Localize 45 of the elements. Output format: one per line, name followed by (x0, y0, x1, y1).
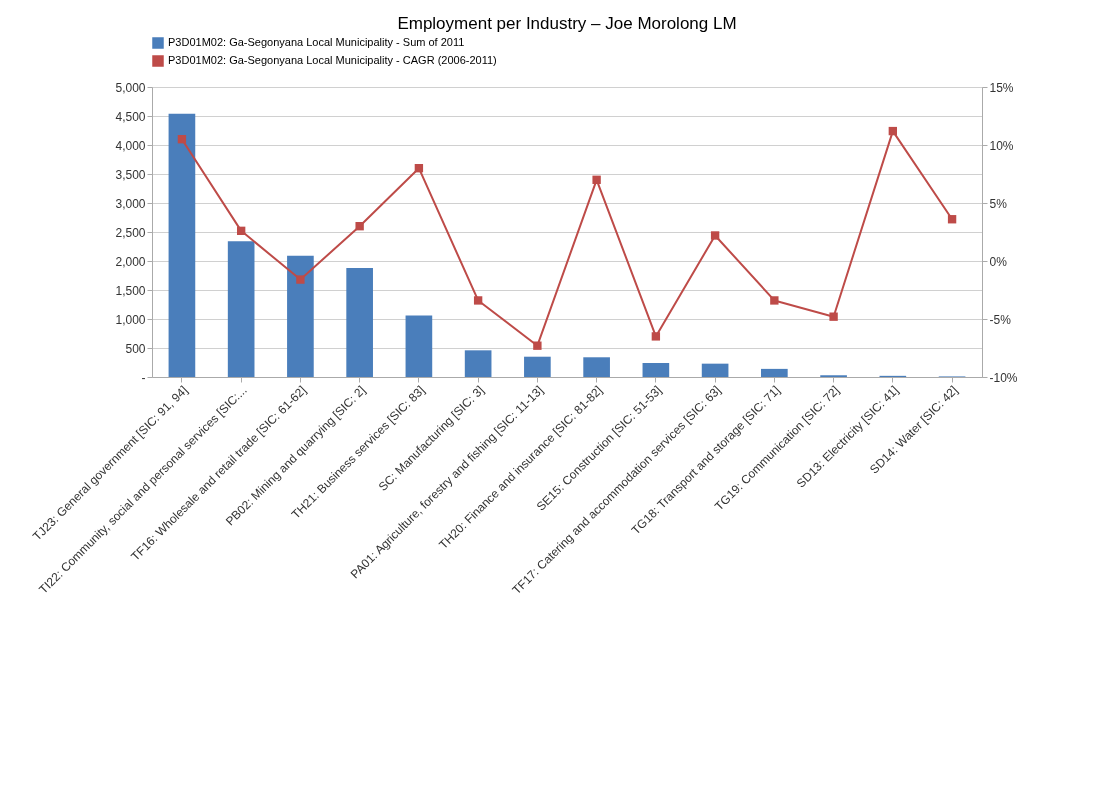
y-tick-label: 4,500 (115, 109, 146, 124)
bar (168, 113, 196, 377)
bar (287, 255, 314, 377)
chart-title: Employment per Industry – Joe Morolong LM (397, 14, 737, 33)
point (888, 126, 898, 136)
y2-tick-label: 10% (989, 138, 1014, 153)
point (651, 332, 661, 341)
y2-tick-label: -10% (989, 370, 1018, 385)
y2-tick-label: 0% (989, 254, 1008, 269)
bar (405, 315, 433, 377)
point (710, 231, 720, 240)
bar (761, 368, 788, 377)
y2-tick-label: 15% (989, 80, 1014, 95)
bar (642, 363, 670, 377)
y-tick-label: - (141, 370, 146, 385)
point (592, 175, 601, 184)
y-tick-label: 3,500 (115, 167, 146, 182)
bar (701, 363, 729, 377)
bar (464, 350, 492, 377)
bar (227, 241, 255, 377)
bar (524, 356, 551, 377)
y-tick-label: 1,500 (115, 283, 146, 298)
point (177, 135, 187, 144)
y-tick-label: 5,000 (115, 80, 146, 95)
point (296, 275, 305, 284)
point (770, 296, 779, 305)
point (355, 222, 364, 231)
y-tick-label: 500 (125, 341, 146, 356)
legend-label: P3D01M02: Ga-Segonyana Local Municipality - Sum of 2011 (168, 36, 465, 48)
y-tick-label: 4,000 (115, 138, 146, 153)
point (533, 341, 542, 350)
y2-tick-label: 5% (989, 196, 1008, 211)
point (947, 215, 957, 224)
point (414, 164, 424, 173)
legend-label: P3D01M02: Ga-Segonyana Local Municipality - CAGR (2006-2011) (168, 54, 497, 66)
bar (346, 267, 373, 377)
y-tick-label: 2,500 (115, 225, 146, 240)
y-tick-label: 2,000 (115, 254, 146, 269)
y-tick-label: 1,000 (115, 312, 146, 327)
point (236, 226, 246, 236)
point (829, 312, 838, 321)
point (473, 296, 483, 305)
y-tick-label: 3,000 (115, 196, 146, 211)
y2-tick-label: -5% (989, 312, 1012, 327)
bar (583, 357, 610, 377)
